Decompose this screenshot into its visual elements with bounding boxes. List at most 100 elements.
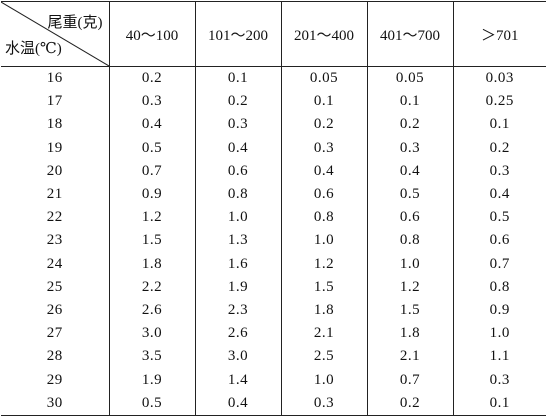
- temperature-cell: 27: [46, 325, 63, 342]
- value-cell: 0.6: [452, 229, 546, 253]
- value-cell: 2.5: [280, 345, 367, 369]
- value-cell: 3.5: [108, 345, 195, 369]
- header-row: 尾重(克) 水温(℃) 40～100 101～200 201～400 401～7…: [1, 1, 546, 67]
- corner-label-temperature: 水温(℃): [5, 41, 62, 57]
- temperature-cell: 21: [46, 186, 63, 203]
- value-cell: 1.8: [280, 298, 367, 323]
- value-cell: 0.4: [280, 159, 367, 183]
- value-cell: 1.0: [280, 229, 367, 253]
- column-header: ＞701: [452, 1, 546, 67]
- value-cell: 0.4: [452, 182, 546, 207]
- value-cell: 0.8: [280, 206, 367, 230]
- table-row: 23 1.5 1.3 1.0 0.8 0.6: [1, 229, 546, 253]
- value-cell: 3.0: [108, 322, 195, 346]
- value-cell: 0.03: [452, 66, 546, 91]
- value-cell: 0.2: [366, 113, 453, 137]
- temperature-cell: 19: [46, 139, 63, 156]
- temperature-cell: 20: [46, 162, 63, 179]
- diagonal-divider: [1, 2, 109, 66]
- table-row: 30 0.5 0.4 0.3 0.2 0.1: [1, 391, 546, 416]
- value-cell: 0.9: [452, 298, 546, 323]
- column-header: 101～200: [194, 1, 281, 67]
- value-cell: 0.2: [280, 113, 367, 137]
- temperature-cell: 29: [46, 371, 63, 388]
- value-cell: 0.05: [366, 66, 453, 91]
- temperature-cell: 17: [46, 93, 63, 110]
- value-cell: 0.1: [452, 391, 546, 416]
- value-cell: 0.3: [366, 136, 453, 160]
- value-cell: 1.9: [108, 368, 195, 392]
- value-cell: 0.3: [108, 90, 195, 114]
- table-row: 29 1.9 1.4 1.0 0.7 0.3: [1, 368, 546, 392]
- value-cell: 0.4: [194, 391, 281, 416]
- corner-header-cell: 尾重(克) 水温(℃): [1, 1, 109, 67]
- value-cell: 0.1: [366, 90, 453, 114]
- value-cell: 0.2: [366, 391, 453, 416]
- table-row: 22 1.2 1.0 0.8 0.6 0.5: [1, 206, 546, 230]
- value-cell: 0.2: [108, 66, 195, 91]
- value-cell: 1.4: [194, 368, 281, 392]
- temperature-cell: 30: [1, 391, 109, 416]
- value-cell: 2.6: [108, 298, 195, 323]
- value-cell: 0.8: [366, 229, 453, 253]
- value-cell: 0.4: [108, 113, 195, 137]
- value-cell: 0.8: [452, 275, 546, 299]
- value-cell: 0.05: [280, 66, 367, 91]
- value-cell: 0.3: [452, 368, 546, 392]
- value-cell: 1.2: [280, 252, 367, 276]
- value-cell: 1.5: [108, 229, 195, 253]
- value-cell: 1.1: [452, 345, 546, 369]
- table-row: 25 2.2 1.9 1.5 1.2 0.8: [1, 275, 546, 299]
- value-cell: 1.0: [280, 368, 367, 392]
- value-cell: 1.2: [366, 275, 453, 299]
- value-cell: 0.6: [194, 159, 281, 183]
- value-cell: 0.5: [108, 391, 195, 416]
- value-cell: 0.4: [194, 136, 281, 160]
- table-row: 17 0.3 0.2 0.1 0.1 0.25: [1, 90, 546, 114]
- value-cell: 0.1: [452, 113, 546, 137]
- table-row: 21 0.9 0.8 0.6 0.5 0.4: [1, 182, 546, 207]
- value-cell: 0.1: [280, 90, 367, 114]
- value-cell: 0.6: [280, 182, 367, 207]
- value-cell: 0.5: [366, 182, 453, 207]
- value-cell: 0.3: [452, 159, 546, 183]
- value-cell: 0.7: [108, 159, 195, 183]
- value-cell: 0.6: [366, 206, 453, 230]
- temperature-cell: 26: [46, 301, 63, 318]
- column-header: 40～100: [108, 1, 195, 67]
- value-cell: 1.0: [366, 252, 453, 276]
- table-row: 24 1.8 1.6 1.2 1.0 0.7: [1, 252, 546, 276]
- value-cell: 3.0: [194, 345, 281, 369]
- table-row: 18 0.4 0.3 0.2 0.2 0.1: [1, 113, 546, 137]
- value-cell: 1.8: [108, 252, 195, 276]
- value-cell: 0.2: [194, 90, 281, 114]
- value-cell: 1.5: [280, 275, 367, 299]
- table-row: 26 2.6 2.3 1.8 1.5 0.9: [1, 298, 546, 323]
- temperature-cell: 16: [46, 70, 63, 87]
- temperature-cell: 22: [46, 209, 63, 226]
- table-row: 16 0.2 0.1 0.05 0.05 0.03: [1, 66, 546, 91]
- column-header: 401～700: [366, 1, 453, 67]
- value-cell: 0.7: [366, 368, 453, 392]
- value-cell: 0.8: [194, 182, 281, 207]
- value-cell: 0.1: [194, 66, 281, 91]
- value-cell: 2.3: [194, 298, 281, 323]
- value-cell: 1.3: [194, 229, 281, 253]
- value-cell: 1.5: [366, 298, 453, 323]
- table-row: 28 3.5 3.0 2.5 2.1 1.1: [1, 345, 546, 369]
- value-cell: 0.5: [108, 136, 195, 160]
- column-header: 201～400: [280, 1, 367, 67]
- value-cell: 0.5: [452, 206, 546, 230]
- value-cell: 1.2: [108, 206, 195, 230]
- value-cell: 2.1: [280, 322, 367, 346]
- value-cell: 0.3: [280, 136, 367, 160]
- value-cell: 0.25: [452, 90, 546, 114]
- value-cell: 1.0: [452, 322, 546, 346]
- table-body: 16 0.2 0.1 0.05 0.05 0.03 17 0.3 0.2 0.1 0.1 0.25 18…: [1, 66, 546, 416]
- temperature-cell: 28: [46, 348, 63, 365]
- value-cell: 1.6: [194, 252, 281, 276]
- value-cell: 2.2: [108, 275, 195, 299]
- value-cell: 0.3: [194, 113, 281, 137]
- table-row: 27 3.0 2.6 2.1 1.8 1.0: [1, 322, 546, 346]
